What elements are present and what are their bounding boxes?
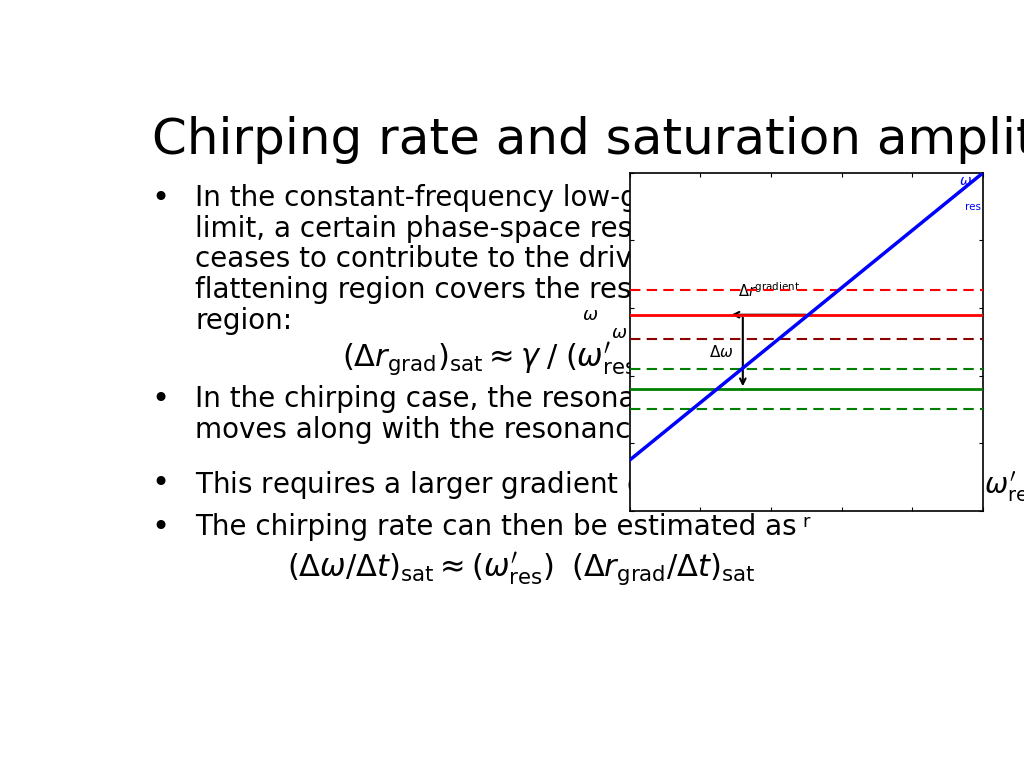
Text: $\omega$: $\omega$ (958, 174, 972, 188)
Text: $(\Delta r_{\rm grad})_{\rm sat} \approx \gamma \;/\; (\omega_{\rm res}')$: $(\Delta r_{\rm grad})_{\rm sat} \approx… (342, 340, 648, 379)
Text: $\omega$: $\omega$ (582, 306, 598, 324)
Text: res: res (966, 201, 981, 211)
Text: In the chirping case, the resonance region: In the chirping case, the resonance regi… (196, 385, 782, 413)
Text: Chirping rate and saturation amplitude: Chirping rate and saturation amplitude (152, 116, 1024, 164)
Text: $\Delta\omega$: $\Delta\omega$ (710, 344, 734, 360)
Text: •: • (152, 513, 170, 542)
Text: •: • (152, 469, 170, 498)
Text: $(\Delta\omega/\Delta t)_{\rm sat} \approx (\omega_{\rm res}') \;\; (\Delta r_{\: $(\Delta\omega/\Delta t)_{\rm sat} \appr… (287, 550, 756, 588)
Text: limit, a certain phase-space resonance: limit, a certain phase-space resonance (196, 214, 734, 243)
Text: The chirping rate can then be estimated as: The chirping rate can then be estimated … (196, 513, 797, 541)
Text: $\Delta r^{\rm gradient}$: $\Delta r^{\rm gradient}$ (737, 281, 800, 300)
Y-axis label: $\omega$: $\omega$ (610, 324, 627, 342)
Text: flattening region covers the resonance: flattening region covers the resonance (196, 276, 733, 304)
Text: •: • (152, 385, 170, 414)
Text: region:: region: (196, 307, 293, 335)
X-axis label: r: r (803, 514, 810, 531)
Text: •: • (152, 184, 170, 213)
Text: ceases to contribute to the drive when the: ceases to contribute to the drive when t… (196, 245, 787, 273)
Text: This requires a larger gradient drift $(\Delta r_{\rm grad})_{\rm sat} \approx (: This requires a larger gradient drift $(… (196, 469, 1024, 505)
Text: moves along with the resonance radius: moves along with the resonance radius (196, 415, 742, 444)
Text: In the constant-frequency low-growth-rate: In the constant-frequency low-growth-rat… (196, 184, 783, 212)
